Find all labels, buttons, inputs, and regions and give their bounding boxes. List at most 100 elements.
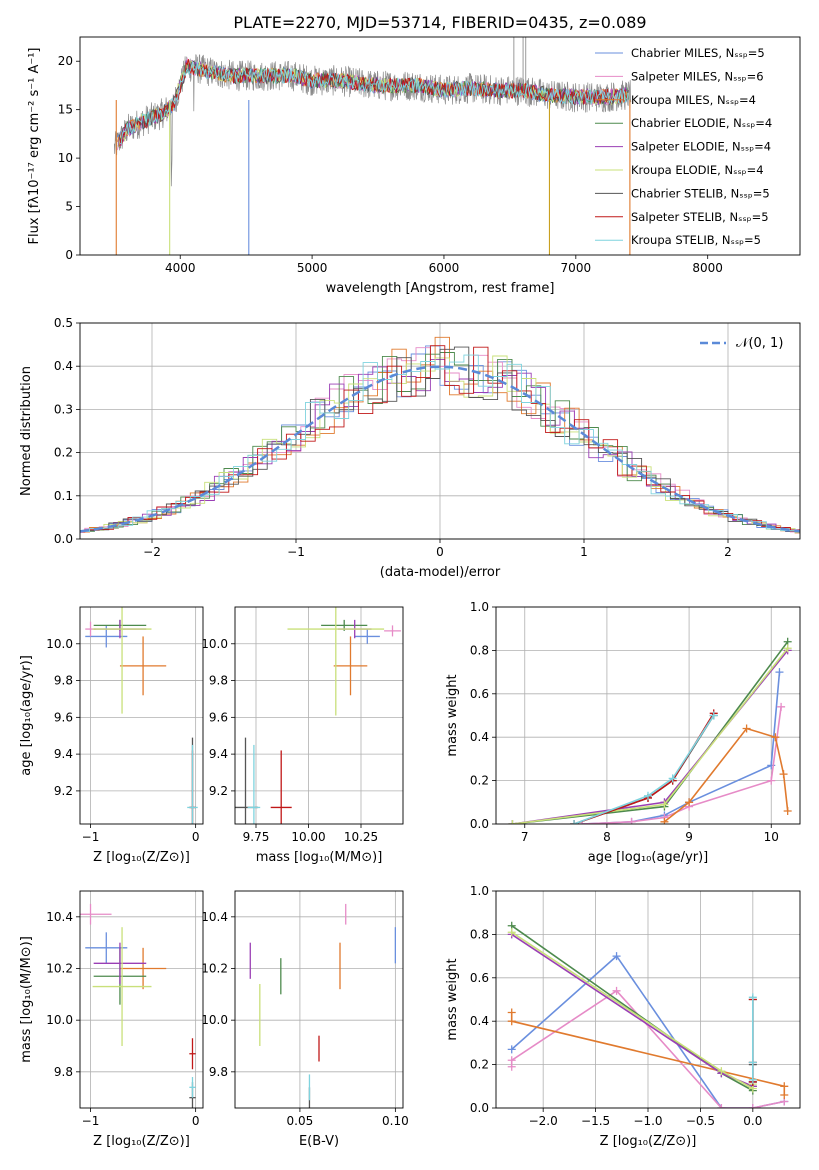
model-spectrum xyxy=(119,61,629,145)
y-tick-label: 9.4 xyxy=(209,747,228,761)
y-tick-label: 9.2 xyxy=(54,784,73,798)
x-tick-label: 5000 xyxy=(297,261,328,275)
y-tick-label: 10 xyxy=(58,151,73,165)
x-tick-label: −1 xyxy=(82,1114,100,1128)
y-tick-label: 9.8 xyxy=(54,674,73,688)
x-tick-label: 1 xyxy=(580,545,588,559)
plot-area xyxy=(507,921,789,1108)
y-tick-label: 0.5 xyxy=(54,316,73,330)
x-tick-label: 0.0 xyxy=(743,1114,762,1128)
legend-label: Chabrier MILES, Nₛₛₚ=5 xyxy=(631,46,765,60)
y-axis-label: mass weight xyxy=(445,674,460,756)
y-tick-label: 9.6 xyxy=(54,710,73,724)
x-tick-label: 2 xyxy=(724,545,732,559)
y-tick-label: 20 xyxy=(58,54,73,68)
y-tick-label: 9.4 xyxy=(54,747,73,761)
weight-point xyxy=(779,770,788,779)
axes-frame xyxy=(495,890,801,1109)
y-tick-label: 0.0 xyxy=(470,817,489,831)
gaussian-reference xyxy=(80,365,800,533)
weight-point xyxy=(627,817,636,824)
weight-point xyxy=(570,820,579,824)
y-tick-label: 9.8 xyxy=(54,1065,73,1079)
axes-frame xyxy=(495,606,801,825)
y-tick-label: 10.0 xyxy=(46,1013,73,1027)
legend-label: Salpeter MILES, Nₛₛₚ=6 xyxy=(631,69,764,83)
y-tick-label: 0.0 xyxy=(470,1101,489,1115)
plot-area xyxy=(249,903,397,1108)
weight-point xyxy=(668,774,677,783)
x-tick-label: 9.75 xyxy=(243,830,270,844)
model-spectrum xyxy=(118,60,629,147)
weight-point xyxy=(685,798,694,807)
x-tick-label: −2.0 xyxy=(529,1114,558,1128)
y-tick-label: 1.0 xyxy=(470,600,489,614)
x-tick-label: −2 xyxy=(143,545,161,559)
y-tick-label: 15 xyxy=(58,103,73,117)
y-tick-label: 0.1 xyxy=(54,489,73,503)
y-tick-label: 0.8 xyxy=(470,643,489,657)
x-axis-label: age [log₁₀(age/yr)] xyxy=(588,850,709,865)
axes-frame xyxy=(79,606,204,825)
x-axis-label: Z [log₁₀(Z/Z⊙)] xyxy=(93,850,190,865)
axes-frame xyxy=(234,606,404,825)
y-tick-label: 0.2 xyxy=(54,446,73,460)
y-tick-label: 0.4 xyxy=(470,1014,489,1028)
legend-label: Salpeter STELIB, Nₛₛₚ=5 xyxy=(631,210,769,224)
x-tick-label: −1.5 xyxy=(581,1114,610,1128)
x-tick-label: 0 xyxy=(192,1114,200,1128)
plot-area xyxy=(113,37,632,255)
x-tick-label: 10.00 xyxy=(291,830,325,844)
y-axis-label: Flux [fλ10⁻¹⁷ erg cm⁻² s⁻¹ A⁻¹] xyxy=(27,48,42,245)
y-tick-label: 1.0 xyxy=(470,884,489,898)
x-tick-label: −1 xyxy=(287,545,305,559)
weight-point xyxy=(742,724,751,733)
weight-point xyxy=(507,928,516,937)
legend-label: Salpeter ELODIE, Nₛₛₚ=4 xyxy=(631,140,771,154)
histogram-series xyxy=(80,346,800,534)
x-tick-label: 0 xyxy=(192,830,200,844)
weight-series xyxy=(510,1012,786,1095)
y-tick-label: 9.8 xyxy=(209,1065,228,1079)
x-axis-label: Z [log₁₀(Z/Z⊙)] xyxy=(93,1134,190,1149)
x-axis-label: (data-model)/error xyxy=(380,565,501,580)
weight-point xyxy=(507,1017,516,1026)
y-tick-label: 10.4 xyxy=(46,910,73,924)
legend-label: Kroupa MILES, Nₛₛₚ=4 xyxy=(631,93,756,107)
weight-series xyxy=(663,727,789,823)
weight-point xyxy=(780,1082,789,1091)
chart-mass-vs-Z: −1 0 9.8 10.0 10.2 10.4 Z [log₁₀(Z/Z⊙)] mass [l… xyxy=(19,890,204,1149)
y-tick-label: 10.0 xyxy=(46,637,73,651)
x-tick-label: 8 xyxy=(603,830,611,844)
y-tick-label: 0.2 xyxy=(470,1058,489,1072)
y-tick-label: 0.4 xyxy=(54,359,73,373)
y-tick-label: 10.0 xyxy=(201,637,228,651)
weight-point xyxy=(783,644,792,653)
plot-area xyxy=(85,607,198,824)
figure-title: PLATE=2270, MJD=53714, FIBERID=0435, z=0… xyxy=(233,13,646,32)
weight-point xyxy=(780,1090,789,1099)
y-axis-label: mass weight xyxy=(445,958,460,1040)
y-tick-label: 10.4 xyxy=(201,910,228,924)
x-tick-label: 0.10 xyxy=(382,1114,409,1128)
x-axis-label: wavelength [Angstrom, rest frame] xyxy=(326,281,555,296)
y-tick-label: 9.6 xyxy=(209,710,228,724)
axes-frame xyxy=(79,36,801,256)
y-tick-label: 9.8 xyxy=(209,674,228,688)
weight-series xyxy=(573,715,715,824)
x-tick-label: 6000 xyxy=(429,261,460,275)
model-spectrum xyxy=(119,59,628,147)
x-tick-label: 7000 xyxy=(561,261,592,275)
weight-point xyxy=(748,1104,757,1108)
y-tick-label: 0.6 xyxy=(470,971,489,985)
chart-weight-vs-age: 7 8 9 10 0.0 0.2 0.4 0.6 0.8 1.0 age [log₁₀(age/yr… xyxy=(445,600,801,865)
y-tick-label: 10.0 xyxy=(201,1013,228,1027)
legend-label: Chabrier ELODIE, Nₛₛₚ=4 xyxy=(631,116,772,130)
axes-frame xyxy=(79,322,801,540)
y-tick-label: 5 xyxy=(65,200,73,214)
weight-point xyxy=(775,668,784,677)
legend-label: Chabrier STELIB, Nₛₛₚ=5 xyxy=(631,186,770,200)
y-tick-label: 0 xyxy=(65,248,73,262)
x-axis-label: Z [log₁₀(Z/Z⊙)] xyxy=(600,1134,697,1149)
weight-point xyxy=(660,800,669,809)
